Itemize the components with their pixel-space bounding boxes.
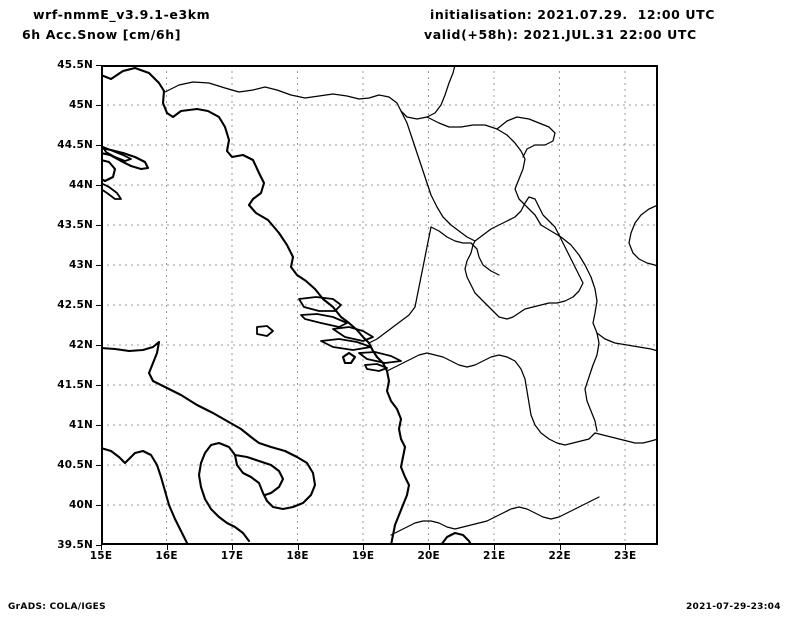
- island-korcula-path: [358, 351, 402, 364]
- y-axis-label: 39.5N: [57, 539, 93, 551]
- y-axis-tick: [96, 305, 101, 306]
- plot-frame: [101, 65, 658, 545]
- kvarner-coast-path: [101, 146, 150, 171]
- y-axis-tick: [96, 65, 101, 66]
- hungary-serbia-border-path: [426, 65, 456, 118]
- x-axis-label: 22E: [548, 550, 571, 562]
- serbia-bulgaria-border-path: [540, 224, 658, 352]
- italy-apulia-gulf-path: [233, 453, 285, 497]
- macedonia-greece-border-path: [594, 432, 658, 444]
- island-kornati-path: [300, 313, 348, 328]
- render-timestamp: 2021-07-29-23:04: [686, 602, 781, 612]
- island-dugi-otok-path: [298, 296, 342, 312]
- x-axis-tick: [428, 545, 430, 550]
- y-axis-label: 41N: [69, 419, 93, 431]
- y-axis-tick: [96, 345, 101, 346]
- initialisation-time: initialisation: 2021.07.29. 12:00 UTC: [430, 7, 716, 22]
- x-axis-tick: [494, 545, 496, 550]
- y-axis-label: 44N: [69, 179, 93, 191]
- albania-macedonia-border-path: [466, 354, 596, 446]
- map-geometry: [101, 65, 658, 545]
- x-axis-label: 17E: [220, 550, 244, 562]
- italy-gargano-apulia-inner-path: [197, 441, 265, 543]
- x-axis-label: 21E: [482, 550, 506, 562]
- island-hvar-path: [320, 338, 372, 351]
- x-axis-tick: [363, 545, 365, 550]
- y-axis-label: 43.5N: [57, 219, 93, 231]
- bosnia-montenegro-border-path: [368, 226, 432, 344]
- adriatic-east-coast-path: [101, 66, 379, 359]
- kosovo-border-path: [464, 196, 584, 320]
- y-axis-label: 42N: [69, 339, 93, 351]
- x-axis-label: 16E: [155, 550, 178, 562]
- y-axis-tick: [96, 505, 101, 506]
- y-axis-label: 45N: [69, 99, 93, 111]
- island-brac-path: [332, 326, 374, 342]
- istria-peninsula-path: [101, 158, 117, 183]
- valid-time: valid(+58h): 2021.JUL.31 22:00 UTC: [424, 27, 697, 42]
- y-axis-label: 42.5N: [57, 299, 93, 311]
- x-axis-label: 20E: [417, 550, 440, 562]
- y-axis-tick: [96, 385, 101, 386]
- y-axis-tick: [96, 145, 101, 146]
- x-axis-tick: [297, 545, 299, 550]
- island-vis-path: [256, 325, 274, 337]
- island-lastovo-path: [364, 363, 388, 372]
- italy-west-flank-path: [101, 446, 189, 545]
- serbia-north-border-path: [426, 116, 542, 226]
- y-axis-tick: [96, 185, 101, 186]
- field-title: 6h Acc.Snow [cm/6h]: [22, 27, 182, 42]
- montenegro-albania-border-path: [386, 352, 468, 372]
- x-axis-tick: [101, 545, 102, 550]
- island-krk-path: [102, 146, 132, 162]
- y-axis-tick: [96, 265, 101, 266]
- y-axis-label: 45.5N: [57, 59, 93, 71]
- y-axis-tick: [96, 425, 101, 426]
- y-axis-label: 43N: [69, 259, 93, 271]
- romania-bulgaria-border-path: [628, 204, 658, 268]
- serbia-romania-border-path: [496, 116, 556, 158]
- bay-of-kotor-path: [341, 351, 357, 365]
- x-axis-label: 15E: [89, 550, 113, 562]
- macedonia-east-border-path: [584, 332, 600, 432]
- y-axis-label: 40.5N: [57, 459, 93, 471]
- bosnia-serbia-border-path: [400, 110, 476, 242]
- albania-greece-border-path: [390, 496, 600, 536]
- x-axis-tick: [166, 545, 168, 550]
- y-axis-label: 41.5N: [57, 379, 93, 391]
- map-plot-area: [101, 65, 658, 545]
- croatia-north-border-path: [164, 81, 428, 120]
- x-axis-label: 19E: [351, 550, 375, 562]
- x-axis-label: 18E: [286, 550, 309, 562]
- y-axis-label: 40N: [69, 499, 93, 511]
- x-axis-label: 23E: [614, 550, 637, 562]
- y-axis-tick: [96, 545, 101, 546]
- gridlines: [101, 65, 658, 545]
- model-title: wrf-nmmE_v3.9.1-e3km: [33, 7, 211, 22]
- x-axis-tick: [232, 545, 234, 550]
- y-axis-tick: [96, 225, 101, 226]
- italy-adriatic-coast-path: [101, 340, 317, 511]
- y-axis-label: 44.5N: [57, 139, 93, 151]
- x-axis-tick: [625, 545, 627, 550]
- x-axis-tick: [559, 545, 561, 550]
- montenegro-serbia-border-path: [430, 226, 500, 276]
- grads-credit: GrADS: COLA/IGES: [8, 602, 106, 612]
- y-axis-tick: [96, 465, 101, 466]
- y-axis-tick: [96, 105, 101, 106]
- greece-coast-fragment-path: [439, 531, 473, 545]
- montenegro-albania-coast-path: [375, 355, 411, 545]
